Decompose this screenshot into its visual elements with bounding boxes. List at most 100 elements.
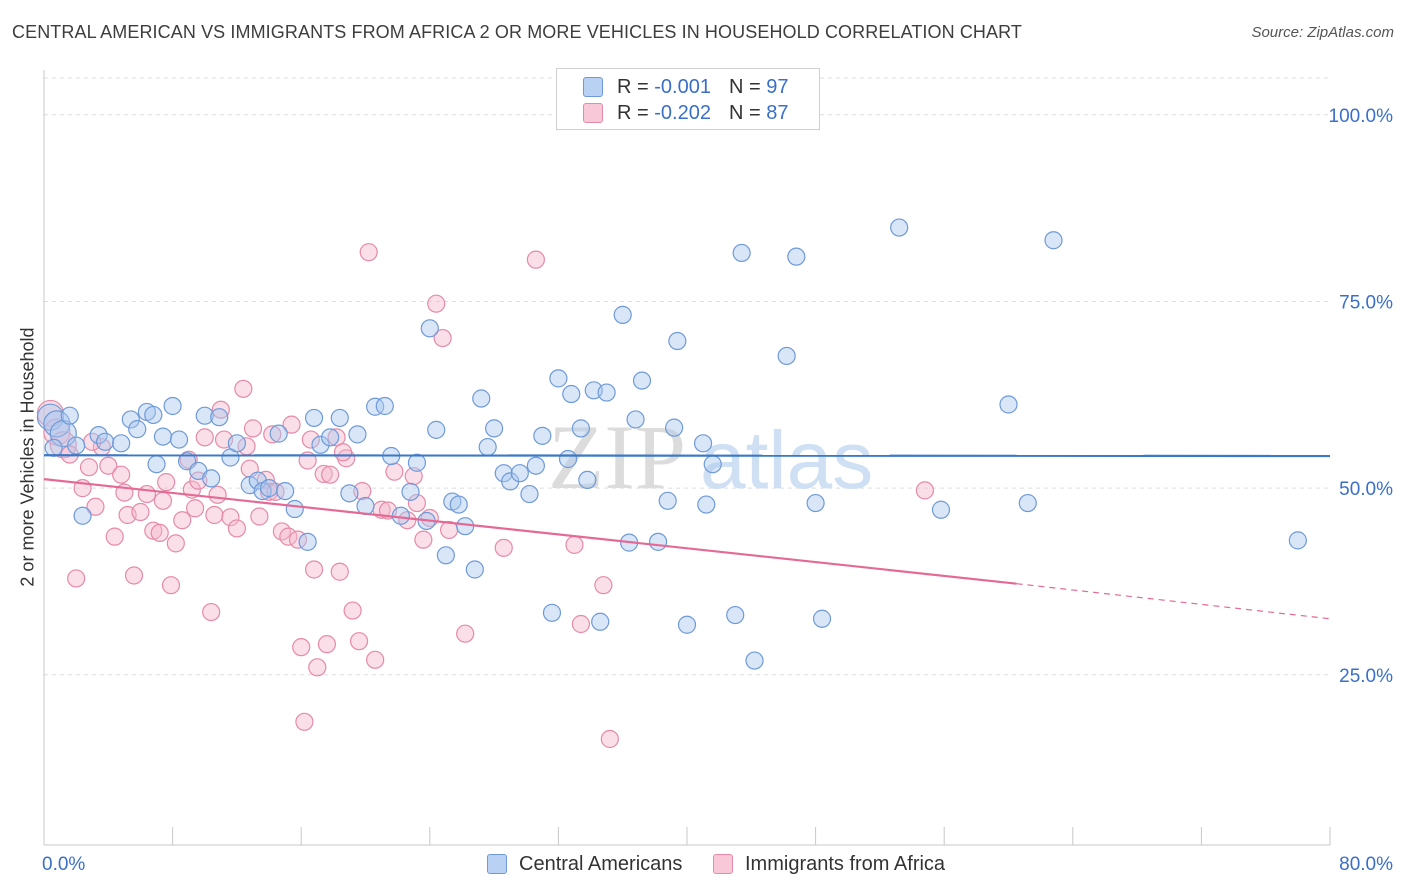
source-label: Source: ZipAtlas.com (1251, 24, 1394, 41)
blue-point (147, 455, 166, 474)
pink-swatch-icon (713, 854, 733, 874)
pink-point (157, 473, 176, 492)
pink-point (166, 534, 185, 553)
pink-point (571, 614, 591, 634)
x-tick-label: 0.0% (42, 854, 85, 875)
pink-point (304, 560, 324, 579)
blue-point (128, 420, 147, 439)
pink-point (243, 419, 263, 438)
blue-point (999, 395, 1018, 414)
blue-point (478, 437, 497, 457)
blue-point (578, 470, 597, 489)
blue-point (202, 469, 221, 488)
pink-point (301, 430, 320, 449)
blue-point (1018, 493, 1037, 513)
blue-point (449, 495, 468, 514)
blue-point (420, 319, 439, 338)
blue-point (812, 609, 832, 628)
pink-point (131, 502, 150, 522)
pink-point (600, 729, 619, 749)
blue-point (726, 605, 745, 625)
legend-r-label: R = (617, 101, 649, 124)
blue-point (259, 479, 279, 498)
pink-point (414, 530, 433, 549)
pink-point (202, 602, 221, 622)
blue-point (269, 424, 288, 443)
pink-point (915, 481, 935, 500)
blue-point (890, 218, 909, 237)
pink-point (250, 507, 269, 526)
pink-point (314, 464, 333, 484)
pink-point (317, 635, 337, 654)
blue-point (648, 532, 668, 551)
blue-point (210, 408, 229, 427)
blue-point (321, 428, 340, 447)
trend-line-immigrants-from-africa (43, 478, 1017, 585)
pink-point (366, 650, 385, 669)
trend-lines (43, 454, 1331, 620)
blue-point (285, 499, 304, 519)
blue-point (195, 406, 214, 425)
blue-point (366, 397, 385, 416)
pink-point (105, 527, 124, 546)
pink-point (67, 569, 86, 588)
bottom-legend-immigrants-from-africa: Immigrants from Africa (713, 851, 945, 877)
blue-point (510, 464, 529, 483)
pink-point (404, 467, 423, 486)
blue-point (549, 369, 568, 388)
legend-r-value: -0.001 (654, 75, 711, 98)
legend-row-immigrants-from-africa: R = -0.202 N = 87 (583, 101, 788, 125)
blue-point (571, 419, 591, 438)
pink-point (594, 576, 613, 595)
pink-point (186, 499, 205, 518)
blue-point (632, 371, 652, 390)
blue-point (658, 491, 677, 510)
blue-point (456, 517, 475, 536)
trend-line-central-americans (43, 454, 1331, 458)
x-tick-label: 80.0% (1339, 854, 1393, 875)
blue-point (330, 408, 349, 428)
bottom-legend-label: Central Americans (519, 852, 683, 875)
blue-point (931, 500, 951, 519)
blue-point (44, 438, 63, 457)
pink-point (124, 566, 144, 585)
bottom-legend-label: Immigrants from Africa (745, 852, 946, 875)
pink-point (99, 456, 118, 475)
pink-point (343, 601, 362, 620)
blue-point (465, 560, 484, 579)
pink-point (433, 328, 452, 348)
pink-point (161, 576, 181, 595)
x-tick-labels: 0.0% 80.0% (42, 854, 1393, 875)
axes (43, 70, 1331, 846)
blue-point (597, 383, 616, 402)
pink-point (221, 508, 240, 527)
blue-point (1288, 531, 1307, 550)
blue-point (375, 396, 394, 416)
bottom-legend-central-americans: Central Americans (487, 851, 682, 877)
pink-point (137, 484, 156, 504)
blue-point (311, 435, 330, 454)
pink-point (330, 562, 349, 581)
blue-point (407, 453, 427, 472)
pink-point (407, 493, 427, 513)
blue-point (697, 495, 716, 514)
pink-point (150, 523, 169, 543)
blue-point (112, 434, 131, 453)
pink-point (195, 428, 214, 447)
pink-point (565, 535, 584, 554)
blue-point (73, 506, 92, 525)
legend-n-value: 97 (766, 75, 789, 98)
blue-point (542, 603, 562, 622)
legend-n-label: N = (728, 101, 761, 124)
blue-point (436, 546, 455, 565)
y-tick-labels: 25.0% 50.0% 75.0% 100.0% (1329, 106, 1394, 687)
blue-point (427, 420, 446, 439)
blue-point (677, 615, 697, 634)
blue-point (95, 432, 115, 451)
pink-point (456, 624, 475, 643)
pink-swatch-icon (583, 103, 603, 123)
blue-point (668, 331, 687, 351)
pink-point (282, 415, 301, 434)
blue-point (787, 247, 806, 266)
watermark-zip: ZIP (548, 406, 686, 508)
